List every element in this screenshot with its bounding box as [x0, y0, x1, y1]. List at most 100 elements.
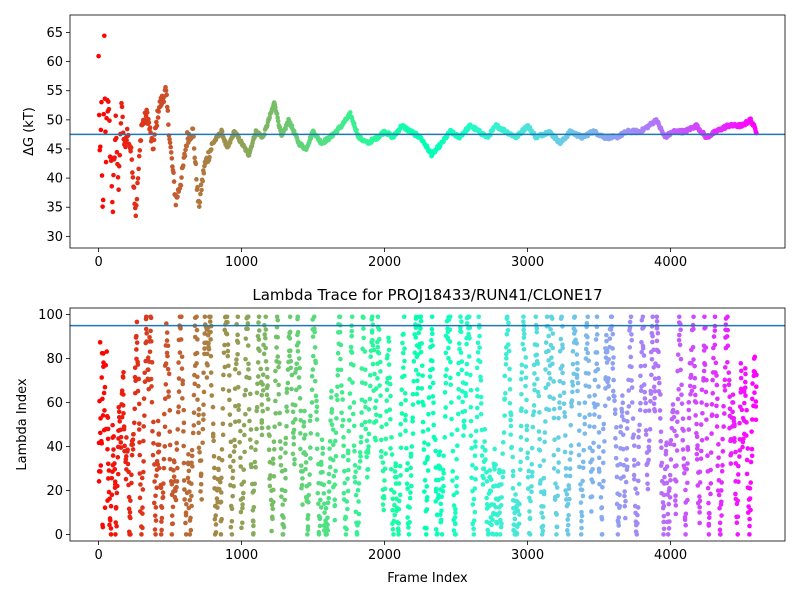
- lambda-point: [293, 387, 299, 393]
- lambda-point: [717, 520, 723, 526]
- lambda-point: [152, 513, 158, 518]
- lambda-point: [489, 522, 494, 528]
- lambda-point: [127, 510, 133, 515]
- lambda-point: [440, 467, 446, 473]
- lambda-point: [111, 447, 116, 452]
- lambda-point: [536, 429, 542, 434]
- lambda-point: [403, 428, 408, 434]
- lambda-point: [309, 387, 315, 393]
- lambda-point: [730, 400, 736, 405]
- lambda-point: [232, 437, 237, 443]
- lambda-point: [201, 370, 206, 376]
- lambda-point: [503, 362, 509, 367]
- lambda-point: [240, 505, 245, 511]
- lambda-point: [597, 481, 602, 487]
- lambda-point: [334, 416, 339, 421]
- lambda-point: [439, 508, 444, 514]
- lambda-point: [552, 497, 558, 502]
- delta-g-point: [168, 150, 174, 155]
- lambda-point: [485, 532, 491, 537]
- lambda-point: [411, 378, 417, 384]
- lambda-point: [311, 314, 317, 320]
- lambda-point: [201, 417, 206, 422]
- lambda-point: [189, 447, 195, 453]
- delta-g-point: [219, 129, 225, 134]
- lambda-point: [362, 399, 368, 404]
- lambda-point: [726, 370, 732, 375]
- lambda-point: [697, 494, 702, 499]
- delta-g-point: [124, 126, 130, 132]
- lambda-point: [247, 437, 253, 442]
- lambda-point: [306, 492, 311, 498]
- lambda-point: [600, 426, 606, 432]
- lambda-point: [396, 481, 402, 486]
- lambda-point: [455, 371, 461, 377]
- lambda-point: [655, 330, 661, 336]
- lambda-point: [627, 345, 633, 350]
- lambda-point: [221, 350, 227, 356]
- lambda-point: [592, 392, 598, 398]
- lambda-point: [318, 497, 323, 503]
- lambda-point: [350, 411, 356, 417]
- lambda-point: [425, 468, 431, 473]
- lambda-point: [426, 395, 432, 400]
- lambda-point: [109, 475, 115, 481]
- lambda-point: [529, 445, 535, 451]
- lambda-point: [592, 377, 598, 383]
- delta-g-point: [130, 175, 136, 180]
- lambda-point: [517, 467, 523, 472]
- lambda-point: [507, 377, 513, 382]
- lambda-point: [276, 391, 282, 397]
- lambda-point: [433, 437, 438, 442]
- lambda-point: [158, 485, 164, 491]
- lambda-point: [743, 393, 748, 398]
- lambda-point: [753, 384, 759, 390]
- lambda-point: [482, 439, 487, 444]
- lambda-point: [504, 314, 510, 320]
- lambda-point: [680, 437, 686, 443]
- lambda-point: [251, 488, 257, 494]
- lambda-point: [408, 490, 413, 495]
- lambda-point: [166, 394, 171, 399]
- lambda-point: [501, 430, 507, 435]
- lambda-point: [535, 389, 541, 395]
- lambda-point: [596, 414, 602, 420]
- lambda-point: [471, 496, 477, 502]
- lambda-point: [181, 407, 187, 413]
- lambda-point: [516, 481, 522, 487]
- lambda-point: [703, 389, 709, 395]
- lambda-point: [347, 377, 352, 382]
- lambda-point: [238, 464, 244, 469]
- lambda-point: [308, 445, 313, 450]
- delta-g-point: [100, 204, 105, 209]
- lambda-point: [153, 505, 159, 510]
- lambda-point: [580, 478, 585, 484]
- lambda-point: [228, 422, 233, 428]
- lambda-point: [694, 430, 699, 436]
- lambda-point: [281, 522, 286, 528]
- delta-g-point: [171, 179, 177, 184]
- lambda-point: [697, 504, 702, 510]
- lambda-point: [317, 515, 323, 520]
- lambda-point: [663, 448, 669, 454]
- lambda-point: [512, 516, 518, 522]
- lambda-point: [378, 448, 384, 454]
- lambda-point: [749, 396, 755, 402]
- lambda-point: [663, 452, 669, 457]
- lambda-point: [632, 463, 637, 468]
- lambda-point: [518, 376, 524, 382]
- lambda-point: [198, 471, 204, 477]
- lambda-point: [230, 493, 235, 499]
- lambda-point: [681, 428, 686, 433]
- lambda-point: [562, 414, 568, 419]
- lambda-point: [389, 452, 395, 457]
- delta-g-point: [197, 199, 203, 205]
- lambda-point: [576, 428, 582, 433]
- lambda-point: [693, 400, 699, 405]
- lambda-point: [553, 481, 558, 486]
- lambda-point: [326, 489, 332, 494]
- lambda-point: [101, 351, 106, 356]
- lambda-point: [349, 328, 355, 334]
- lambda-point: [333, 430, 339, 436]
- lambda-point: [233, 361, 239, 367]
